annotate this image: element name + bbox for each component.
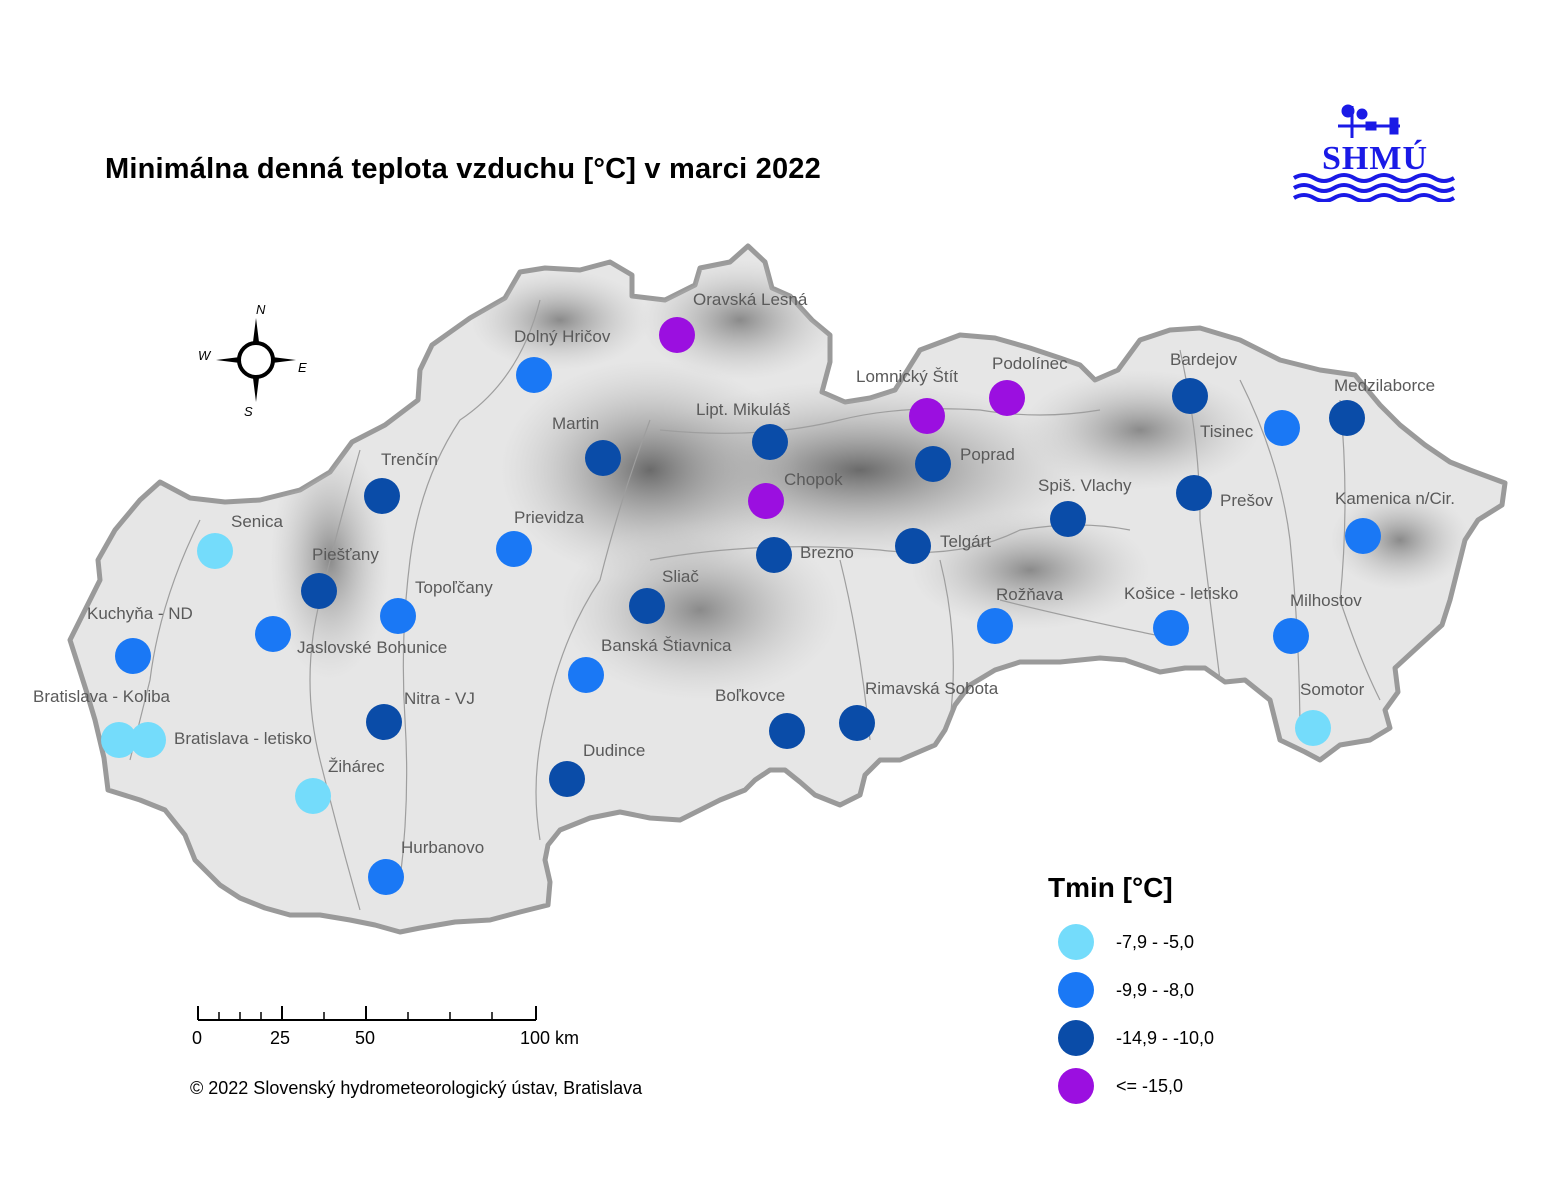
station-marker-milhostov[interactable] [1273, 618, 1309, 654]
station-label-telgart: Telgárt [940, 532, 992, 551]
legend-label: -7,9 - -5,0 [1116, 932, 1195, 952]
station-label-rimavska-sobota: Rimavská Sobota [865, 679, 999, 698]
station-marker-hurbanovo[interactable] [368, 859, 404, 895]
station-label-brezno: Brezno [800, 543, 854, 562]
map-title: Minimálna denná teplota vzduchu [°C] v m… [105, 153, 821, 185]
station-marker-bolkovce[interactable] [769, 713, 805, 749]
station-label-kuchyna-nd: Kuchyňa - ND [87, 604, 193, 623]
station-label-roznava: Rožňava [996, 585, 1064, 604]
station-label-tisinec: Tisinec [1200, 422, 1254, 441]
station-marker-jaslovske-bohunice[interactable] [255, 616, 291, 652]
station-label-jaslovske-bohunice: Jaslovské Bohunice [297, 638, 448, 657]
station-marker-bratislava-letisko[interactable] [130, 722, 166, 758]
compass-rose: N S E W [198, 300, 318, 420]
legend-label: -14,9 - -10,0 [1116, 1028, 1215, 1048]
station-label-banska-stiavnica: Banská Štiavnica [601, 636, 732, 655]
station-marker-dolny-hricov[interactable] [516, 357, 552, 393]
station-label-lomnicky-stit: Lomnický Štít [856, 367, 959, 386]
station-marker-medzilaborce[interactable] [1329, 400, 1365, 436]
station-label-bolkovce: Boľkovce [715, 686, 786, 705]
legend-swatch [1058, 924, 1094, 960]
station-label-oravska-lesna: Oravská Lesná [693, 290, 808, 309]
legend-swatch [1058, 1020, 1094, 1056]
station-marker-presov[interactable] [1176, 475, 1212, 511]
station-marker-trencin[interactable] [364, 478, 400, 514]
compass-s: S [244, 404, 253, 419]
station-label-milhostov: Milhostov [1290, 591, 1362, 610]
station-marker-prievidza[interactable] [496, 531, 532, 567]
station-marker-ziharec[interactable] [295, 778, 331, 814]
station-label-martin: Martin [552, 414, 600, 433]
station-label-trencin: Trenčín [381, 450, 439, 469]
station-label-poprad: Poprad [960, 445, 1015, 464]
station-marker-banska-stiavnica[interactable] [568, 657, 604, 693]
scale-label-50: 50 [355, 1028, 376, 1048]
station-marker-rimavska-sobota[interactable] [839, 705, 875, 741]
station-marker-chopok[interactable] [748, 483, 784, 519]
station-marker-topolcany[interactable] [380, 598, 416, 634]
station-label-medzilaborce: Medzilaborce [1334, 376, 1436, 395]
station-marker-podolinec[interactable] [989, 380, 1025, 416]
station-label-sliac: Sliač [662, 567, 699, 586]
legend-swatch [1058, 1068, 1094, 1104]
station-label-topolcany: Topoľčany [415, 578, 493, 597]
station-marker-martin[interactable] [585, 440, 621, 476]
station-label-bardejov: Bardejov [1170, 350, 1238, 369]
compass-e: E [298, 360, 307, 375]
station-marker-roznava[interactable] [977, 608, 1013, 644]
station-label-bratislava-letisko: Bratislava - letisko [174, 729, 312, 748]
station-label-lipt-mikulas: Lipt. Mikuláš [696, 400, 791, 419]
station-label-somotor: Somotor [1300, 680, 1365, 699]
legend-title: Tmin [°C] [1048, 872, 1173, 903]
station-marker-oravska-lesna[interactable] [659, 317, 695, 353]
station-label-kosice-letisko: Košice - letisko [1124, 584, 1239, 603]
station-label-ziharec: Žihárec [328, 757, 385, 776]
legend-label: -9,9 - -8,0 [1116, 980, 1195, 1000]
compass-icon [216, 318, 296, 402]
station-marker-somotor[interactable] [1295, 710, 1331, 746]
shmu-logo: SHMÚ [1290, 102, 1460, 203]
scale-label-25: 25 [270, 1028, 291, 1048]
station-marker-senica[interactable] [197, 533, 233, 569]
copyright-text: © 2022 Slovenský hydrometeorologický úst… [190, 1078, 643, 1098]
compass-n: N [256, 302, 266, 317]
station-marker-dudince[interactable] [549, 761, 585, 797]
legend-label: <= -15,0 [1116, 1076, 1184, 1096]
station-label-spis-vlachy: Spiš. Vlachy [1038, 476, 1132, 495]
station-marker-piestany[interactable] [301, 573, 337, 609]
station-label-hurbanovo: Hurbanovo [401, 838, 485, 857]
scale-bar: 0 25 50 100 km [190, 1000, 579, 1050]
station-marker-brezno[interactable] [756, 537, 792, 573]
scale-bar-ruler [197, 1006, 537, 1021]
station-label-chopok: Chopok [784, 470, 843, 489]
station-marker-nitra-vj[interactable] [366, 704, 402, 740]
station-marker-bardejov[interactable] [1172, 378, 1208, 414]
weather-vane-icon [1292, 104, 1456, 203]
legend-swatch [1058, 972, 1094, 1008]
scale-label-0: 0 [192, 1028, 203, 1048]
station-marker-lipt-mikulas[interactable] [752, 424, 788, 460]
station-marker-telgart[interactable] [895, 528, 931, 564]
station-label-bratislava-koliba: Bratislava - Koliba [33, 687, 171, 706]
station-marker-kamenica-n-cir[interactable] [1345, 518, 1381, 554]
station-marker-spis-vlachy[interactable] [1050, 501, 1086, 537]
station-marker-sliac[interactable] [629, 588, 665, 624]
station-label-dudince: Dudince [583, 741, 646, 760]
compass-w: W [198, 348, 211, 363]
station-label-podolinec: Podolínec [992, 354, 1068, 373]
logo-text: SHMÚ [1322, 140, 1428, 177]
station-label-senica: Senica [231, 512, 283, 531]
station-label-prievidza: Prievidza [514, 508, 584, 527]
scale-label-100: 100 km [520, 1028, 580, 1048]
station-marker-poprad[interactable] [915, 446, 951, 482]
station-marker-tisinec[interactable] [1264, 410, 1300, 446]
station-label-piestany: Piešťany [312, 545, 379, 564]
station-label-nitra-vj: Nitra - VJ [404, 689, 475, 708]
station-label-presov: Prešov [1220, 491, 1273, 510]
station-label-dolny-hricov: Dolný Hričov [514, 327, 611, 346]
station-marker-lomnicky-stit[interactable] [909, 398, 945, 434]
station-marker-kosice-letisko[interactable] [1153, 610, 1189, 646]
station-marker-kuchyna-nd[interactable] [115, 638, 151, 674]
station-label-kamenica-n-cir: Kamenica n/Cir. [1335, 489, 1455, 508]
